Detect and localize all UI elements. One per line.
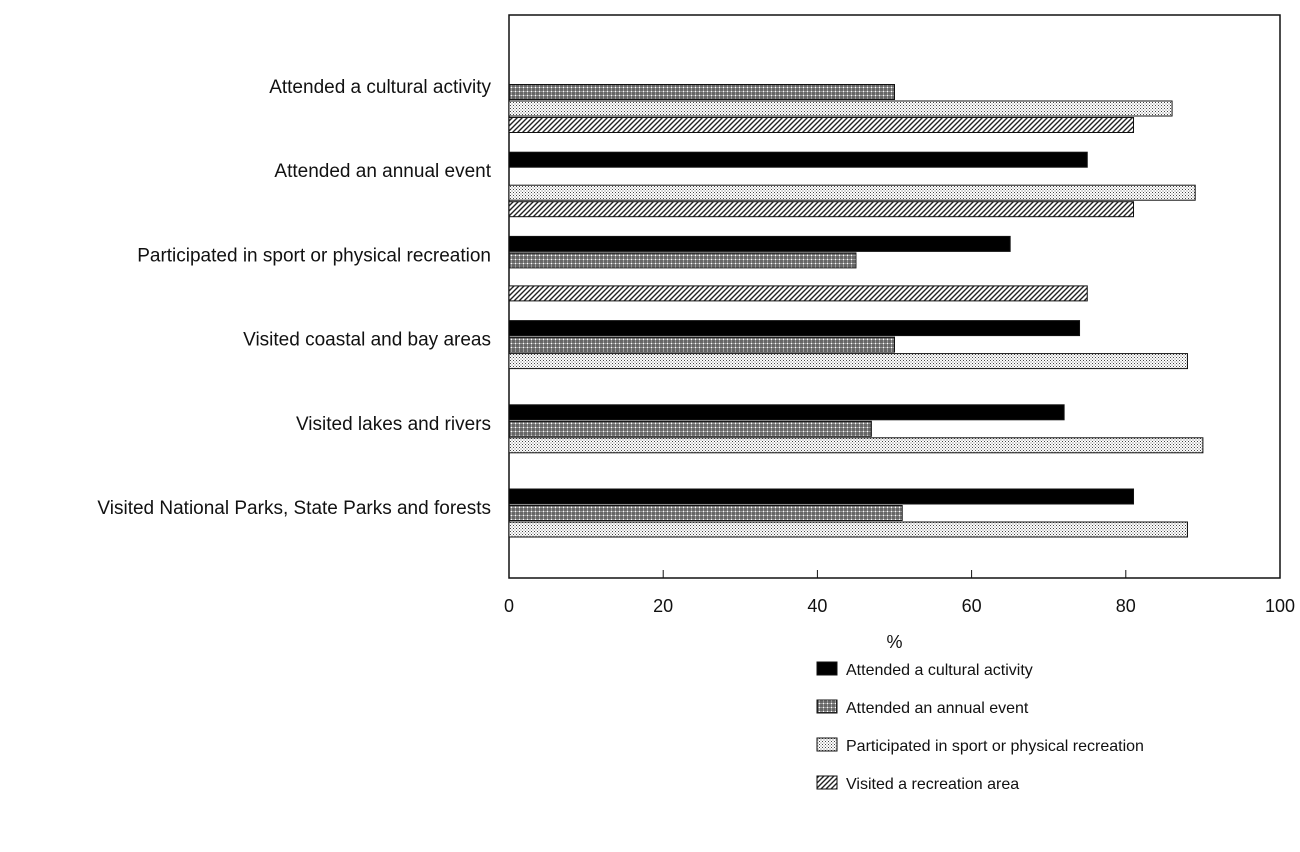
bars (508, 84, 1204, 538)
bar-attended-an-annual-event-participated-in-sport-or-physical-recreation (508, 184, 1196, 201)
bar-visited-national-parks-state-parks-and-forests-attended-a-cultural-activity (508, 488, 1135, 505)
legend-swatch-attended-a-cultural-activity (816, 661, 838, 676)
legend-label: Attended a cultural activity (846, 662, 1033, 679)
category-label: Attended an annual event (274, 161, 491, 182)
bar-participated-in-sport-or-physical-recreation-visited-a-recreation-area (508, 285, 1088, 302)
bar-visited-national-parks-state-parks-and-forests-participated-in-sport-or-physical-recreation (508, 521, 1188, 538)
bar-visited-national-parks-state-parks-and-forests-attended-an-annual-event (508, 505, 903, 521)
legend-swatch-participated-in-sport-or-physical-recreation (816, 737, 838, 752)
bar-attended-a-cultural-activity-participated-in-sport-or-physical-recreation (508, 100, 1173, 117)
category-label: Visited lakes and rivers (296, 414, 491, 435)
bar-visited-coastal-and-bay-areas-participated-in-sport-or-physical-recreation (508, 353, 1188, 370)
category-label: Attended a cultural activity (269, 77, 491, 98)
bar-participated-in-sport-or-physical-recreation-attended-an-annual-event (508, 252, 857, 269)
legend-swatch-attended-an-annual-event (816, 699, 838, 714)
legend: Attended a cultural activity Attended an … (816, 661, 1144, 793)
bar-attended-a-cultural-activity-attended-an-annual-event (508, 84, 895, 100)
legend-label: Participated in sport or physical recrea… (846, 738, 1144, 755)
bar-visited-lakes-and-rivers-attended-a-cultural-activity (508, 404, 1065, 421)
x-axis-title: % (886, 632, 902, 652)
x-axis: 0 20 40 60 80 100 (504, 570, 1295, 616)
category-labels: Attended a cultural activity Attended an … (97, 77, 491, 519)
bar-participated-in-sport-or-physical-recreation-attended-a-cultural-activity (508, 235, 1011, 252)
x-tick-label: 100 (1265, 596, 1295, 616)
bar-attended-an-annual-event-attended-a-cultural-activity (508, 151, 1088, 168)
bar-visited-coastal-and-bay-areas-attended-a-cultural-activity (508, 320, 1081, 337)
x-tick-label: 80 (1116, 596, 1136, 616)
bar-attended-an-annual-event-visited-a-recreation-area (508, 201, 1135, 218)
x-tick-label: 0 (504, 596, 514, 616)
legend-label: Attended an annual event (846, 700, 1029, 717)
x-tick-label: 20 (653, 596, 673, 616)
x-tick-label: 60 (962, 596, 982, 616)
bar-visited-lakes-and-rivers-participated-in-sport-or-physical-recreation (508, 437, 1204, 454)
category-label: Visited coastal and bay areas (243, 330, 491, 351)
bar-visited-coastal-and-bay-areas-attended-an-annual-event (508, 336, 895, 353)
x-tick-label: 40 (807, 596, 827, 616)
category-label: Visited National Parks, State Parks and … (97, 498, 491, 519)
legend-label: Visited a recreation area (846, 776, 1019, 793)
legend-swatch-visited-a-recreation-area (816, 775, 838, 790)
category-label: Participated in sport or physical recrea… (137, 245, 491, 266)
bar-visited-lakes-and-rivers-attended-an-annual-event (508, 420, 872, 437)
bar-attended-a-cultural-activity-visited-a-recreation-area (508, 117, 1135, 133)
